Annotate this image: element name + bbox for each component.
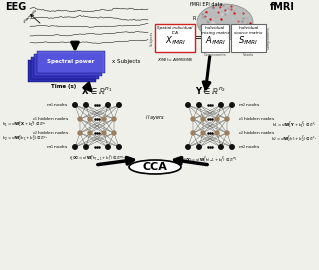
Text: Components: Components bbox=[204, 53, 226, 57]
Circle shape bbox=[186, 103, 190, 107]
Circle shape bbox=[84, 103, 88, 107]
Circle shape bbox=[117, 145, 121, 149]
Text: R: R bbox=[193, 15, 196, 21]
Polygon shape bbox=[28, 60, 96, 82]
Text: $h_2 = s(\mathbf{W}_2^y h_1 + b_2^y) \in \mathbb{R}^{c_2}$: $h_2 = s(\mathbf{W}_2^y h_1 + b_2^y) \in… bbox=[271, 134, 317, 144]
Circle shape bbox=[230, 103, 234, 107]
Text: $c_1$ hidden nodes: $c_1$ hidden nodes bbox=[238, 115, 275, 123]
Circle shape bbox=[112, 117, 116, 121]
Text: Time (s): Time (s) bbox=[51, 84, 77, 89]
Circle shape bbox=[106, 145, 110, 149]
Text: Individual
source matrix: Individual source matrix bbox=[234, 26, 263, 35]
Circle shape bbox=[230, 145, 234, 149]
Circle shape bbox=[73, 103, 77, 107]
Circle shape bbox=[215, 117, 219, 121]
Circle shape bbox=[78, 131, 82, 135]
Circle shape bbox=[73, 145, 77, 149]
Text: fMRI EPI data: fMRI EPI data bbox=[190, 2, 222, 7]
Polygon shape bbox=[31, 57, 99, 79]
Text: CCA: CCA bbox=[143, 162, 167, 172]
Circle shape bbox=[117, 103, 121, 107]
Circle shape bbox=[112, 131, 116, 135]
Text: $m_1$ nodes: $m_1$ nodes bbox=[46, 101, 69, 109]
Text: $l$ layers: $l$ layers bbox=[145, 113, 165, 123]
Text: $S_{fMRI}$: $S_{fMRI}$ bbox=[239, 35, 258, 47]
Text: Components: Components bbox=[267, 27, 271, 49]
Circle shape bbox=[215, 131, 219, 135]
Circle shape bbox=[191, 131, 195, 135]
Circle shape bbox=[197, 145, 201, 149]
Bar bbox=[155, 24, 195, 52]
Text: Individual
mixing matrix: Individual mixing matrix bbox=[201, 26, 229, 35]
Circle shape bbox=[186, 145, 190, 149]
Circle shape bbox=[88, 131, 92, 135]
Text: channels: channels bbox=[23, 8, 39, 24]
Circle shape bbox=[197, 103, 201, 107]
Text: $X_{fMRI} = A_{fMRI}S_{fMRI}$: $X_{fMRI} = A_{fMRI}S_{fMRI}$ bbox=[157, 56, 193, 64]
Circle shape bbox=[219, 103, 223, 107]
Circle shape bbox=[225, 117, 229, 121]
Text: $c_2$ hidden nodes: $c_2$ hidden nodes bbox=[238, 129, 275, 137]
Circle shape bbox=[225, 131, 229, 135]
Bar bbox=[231, 24, 266, 52]
Text: L: L bbox=[254, 25, 257, 29]
Circle shape bbox=[106, 103, 110, 107]
Circle shape bbox=[84, 145, 88, 149]
Bar bbox=[201, 24, 229, 52]
Text: $h_1 = s(\mathbf{W}_1^y\mathbf{Y} + b_1^y) \in \mathbb{R}^{c_1}$: $h_1 = s(\mathbf{W}_1^y\mathbf{Y} + b_1^… bbox=[272, 120, 317, 130]
Text: $\mathbf{Y} \in \mathbb{R}^{n_2}$: $\mathbf{Y} \in \mathbb{R}^{n_2}$ bbox=[195, 85, 226, 96]
Circle shape bbox=[102, 117, 106, 121]
Ellipse shape bbox=[197, 4, 253, 40]
Text: $m_2$ nodes: $m_2$ nodes bbox=[238, 101, 261, 109]
Text: $f_1(\mathbf{X}) = s(\mathbf{W}_l^x h_{l-1} + b_l^x) \in \mathbb{R}^{m_1}$: $f_1(\mathbf{X}) = s(\mathbf{W}_l^x h_{l… bbox=[69, 155, 125, 164]
Text: Voxels: Voxels bbox=[243, 53, 254, 57]
Text: $c_1$ hidden nodes: $c_1$ hidden nodes bbox=[32, 115, 69, 123]
Text: $f_2(\mathbf{Y}) = s(\mathbf{W}_l^y h_{l-1} + b_l^y) \in \mathbb{R}^{m_2}$: $f_2(\mathbf{Y}) = s(\mathbf{W}_l^y h_{l… bbox=[182, 155, 238, 165]
Circle shape bbox=[201, 131, 205, 135]
Circle shape bbox=[102, 131, 106, 135]
Text: Spatial individual
ICA: Spatial individual ICA bbox=[157, 26, 193, 35]
Text: EEG: EEG bbox=[5, 2, 26, 12]
Text: =: = bbox=[194, 33, 202, 43]
Polygon shape bbox=[37, 51, 105, 73]
Text: x Subjects: x Subjects bbox=[112, 59, 140, 65]
Text: $\mathbf{X} \in \mathbb{R}^{n_1}$: $\mathbf{X} \in \mathbb{R}^{n_1}$ bbox=[81, 85, 113, 96]
Circle shape bbox=[219, 145, 223, 149]
Text: $m_1$ nodes: $m_1$ nodes bbox=[46, 143, 69, 151]
Text: $c_2$ hidden nodes: $c_2$ hidden nodes bbox=[32, 129, 69, 137]
Circle shape bbox=[201, 117, 205, 121]
Polygon shape bbox=[34, 54, 102, 76]
Circle shape bbox=[88, 117, 92, 121]
Text: $h_2 = s(\mathbf{W}_2^x h_1 + b_2^x) \in \mathbb{R}^{c_2}$: $h_2 = s(\mathbf{W}_2^x h_1 + b_2^x) \in… bbox=[2, 134, 48, 144]
Circle shape bbox=[191, 117, 195, 121]
Text: Spectral power: Spectral power bbox=[47, 59, 95, 65]
Text: $X_{fMRI}$: $X_{fMRI}$ bbox=[165, 35, 185, 47]
Text: fMRI: fMRI bbox=[270, 2, 295, 12]
Text: $h_1 = s(\mathbf{W}_1^x\mathbf{X} + b_1^x) \in \mathbb{R}^{c_1}$: $h_1 = s(\mathbf{W}_1^x\mathbf{X} + b_1^… bbox=[2, 120, 47, 130]
Circle shape bbox=[78, 117, 82, 121]
Text: Subjects: Subjects bbox=[150, 30, 154, 46]
Text: $A_{fMRI}$: $A_{fMRI}$ bbox=[204, 35, 226, 47]
Text: $m_2$ nodes: $m_2$ nodes bbox=[238, 143, 261, 151]
Ellipse shape bbox=[129, 160, 181, 174]
